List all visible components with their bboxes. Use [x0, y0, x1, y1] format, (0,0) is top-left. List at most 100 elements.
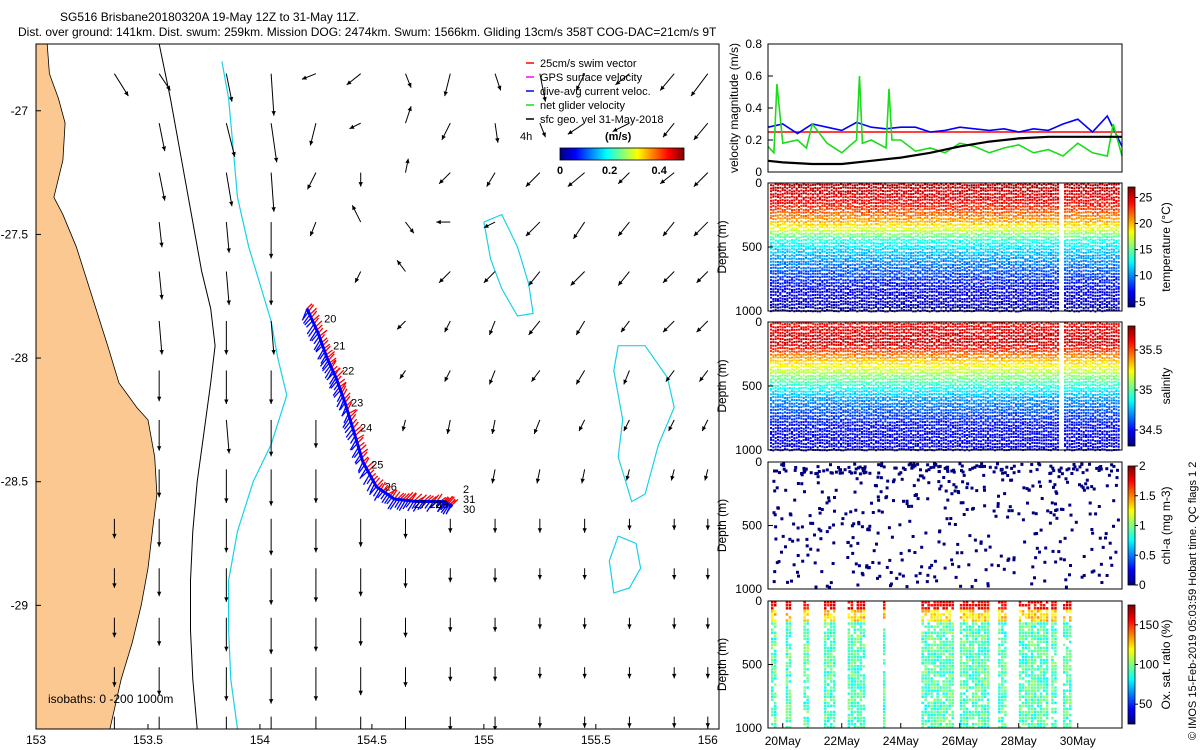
temperature-sample	[800, 263, 803, 266]
isobath-1000m	[221, 61, 288, 729]
temperature-sample	[868, 272, 870, 275]
temperature-sample	[914, 201, 917, 204]
temperature-sample	[956, 232, 959, 235]
temperature-sample	[865, 260, 868, 263]
temperature-sample	[961, 186, 964, 189]
temperature-sample	[884, 224, 887, 227]
temperature-sample	[984, 281, 987, 284]
temperature-sample	[863, 285, 866, 288]
temperature-sample	[847, 285, 849, 288]
temperature-sample	[910, 210, 912, 213]
temperature-sample	[849, 233, 852, 236]
temperature-sample	[819, 269, 821, 272]
temperature-sample	[931, 223, 933, 226]
temperature-sample	[821, 208, 824, 211]
temperature-sample	[875, 189, 877, 192]
temperature-sample	[802, 235, 805, 238]
temperature-sample	[945, 285, 947, 288]
temperature-sample	[938, 217, 940, 220]
temperature-sample	[781, 227, 784, 229]
temperature-sample	[870, 232, 873, 235]
geo-vector-head-21	[495, 138, 500, 143]
temperature-sample	[821, 258, 824, 260]
temperature-sample	[798, 186, 800, 189]
temperature-sample	[856, 206, 859, 208]
temperature-sample	[851, 195, 854, 198]
temperature-sample	[1012, 187, 1015, 190]
temperature-sample	[807, 285, 810, 288]
temperature-sample	[772, 204, 775, 207]
temperature-sample	[854, 190, 856, 193]
temperature-sample	[819, 300, 821, 303]
temperature-sample	[891, 278, 894, 281]
temperature-sample	[1010, 202, 1013, 205]
temperature-sample	[1008, 230, 1010, 233]
temperature-sample	[809, 223, 812, 226]
temperature-sample	[947, 235, 950, 238]
temperature-sample	[842, 275, 845, 278]
temperature-sample	[833, 282, 835, 285]
temperature-sample	[844, 207, 847, 210]
temperature-sample	[921, 242, 924, 244]
temperature-sample	[973, 186, 975, 189]
geo-vector-head-43	[310, 231, 314, 237]
temperature-sample	[788, 217, 791, 220]
temperature-sample	[877, 235, 880, 238]
temperature-sample	[879, 189, 882, 192]
temperature-sample	[774, 291, 777, 294]
temperature-sample	[861, 276, 863, 279]
temperature-sample	[1010, 284, 1013, 287]
temperature-sample	[772, 257, 775, 260]
legend-label: dive-avg current veloc.	[540, 86, 651, 98]
temperature-sample	[802, 260, 805, 263]
temperature-sample	[961, 217, 964, 220]
temperature-sample	[898, 218, 901, 220]
temperature-sample	[786, 245, 789, 248]
temperature-sample	[798, 290, 800, 293]
temperature-sample	[893, 263, 896, 266]
temperature-sample	[963, 196, 966, 199]
temperature-sample	[891, 276, 894, 279]
temperature-sample	[994, 220, 996, 222]
temperature-sample	[795, 269, 798, 272]
temperature-sample	[996, 218, 999, 221]
temperature-sample	[931, 232, 933, 235]
temperature-sample	[819, 232, 821, 235]
temperature-sample	[896, 226, 898, 229]
temperature-sample	[830, 304, 833, 307]
temperature-sample	[784, 230, 786, 233]
temperature-sample	[991, 294, 994, 296]
temperature-sample	[842, 307, 845, 310]
temperature-sample	[851, 263, 854, 266]
temperature-sample	[949, 307, 952, 310]
temperature-sample	[889, 251, 891, 254]
temperature-sample	[942, 285, 945, 288]
temperature-sample	[945, 269, 947, 272]
temperature-sample	[903, 192, 905, 195]
temperature-sample	[877, 198, 880, 201]
temperature-sample	[898, 285, 901, 288]
temperature-sample	[793, 183, 796, 186]
temperature-sample	[795, 189, 798, 192]
temperature-sample	[807, 303, 810, 306]
temperature-sample	[795, 250, 798, 253]
temperature-sample	[945, 306, 947, 309]
temperature-sample	[935, 223, 938, 226]
temperature-sample	[984, 223, 987, 226]
temperature-sample	[849, 236, 852, 239]
temperature-sample	[772, 187, 775, 190]
temperature-sample	[882, 186, 884, 189]
temperature-sample	[982, 229, 985, 232]
temperature-sample	[998, 297, 1001, 300]
temperature-sample	[896, 195, 898, 198]
temperature-sample	[907, 227, 910, 230]
temperature-sample	[856, 260, 859, 263]
temperature-sample	[954, 291, 957, 294]
temperature-sample	[952, 260, 954, 263]
geo-vector-head-0	[124, 91, 129, 97]
temperature-sample	[891, 258, 894, 260]
temperature-sample	[949, 300, 952, 303]
temperature-sample	[868, 285, 870, 288]
temperature-sample	[784, 227, 786, 230]
temperature-sample	[802, 269, 805, 272]
